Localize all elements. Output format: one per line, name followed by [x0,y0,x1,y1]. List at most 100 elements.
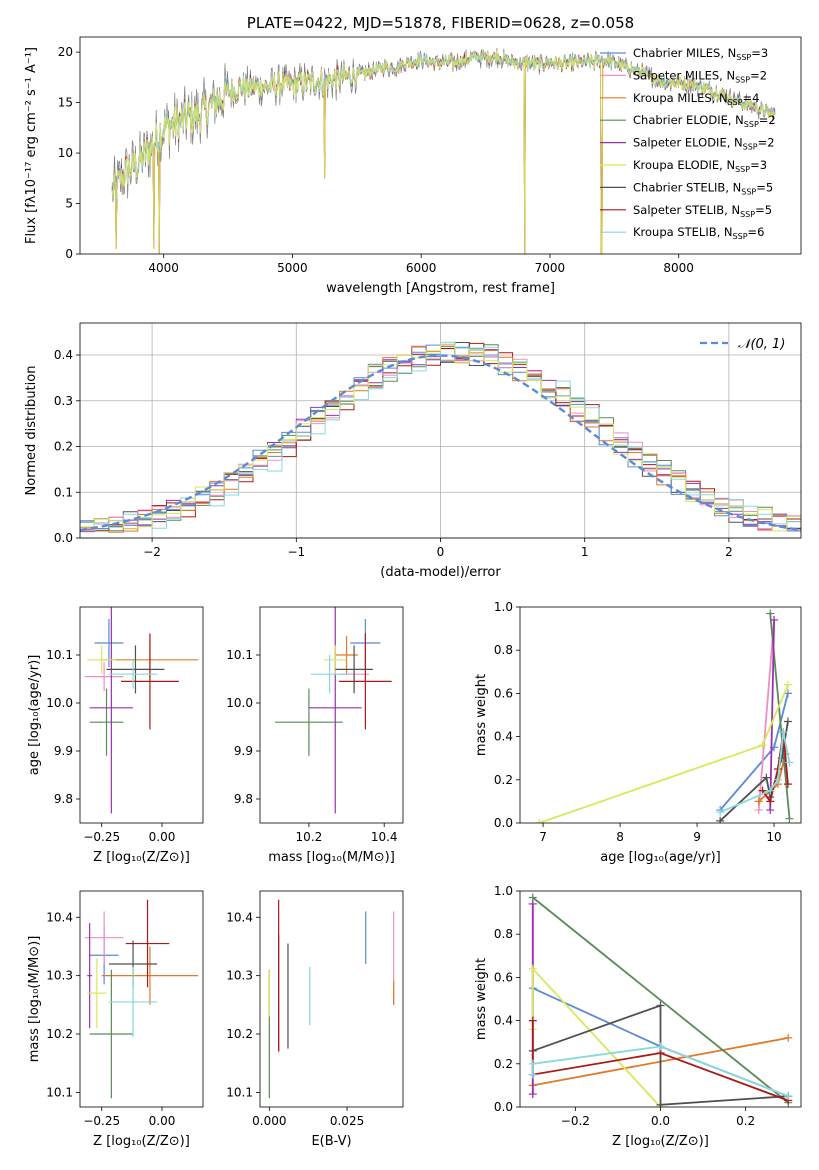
x-tick-label: 9 [693,830,701,844]
x-tick-label: 1 [581,545,589,559]
y-tick-label: 0.6 [494,686,513,700]
weight-point-marker [716,816,725,823]
legend-entry: Salpeter ELODIE, NSSP=2 [633,136,775,152]
x-tick-label: −0.2 [561,1114,590,1128]
y-tick-label: 0.0 [494,816,513,830]
y-tick-label: 9.9 [54,744,73,758]
age-vs-Z-panel: −0.25 0.009.89.910.010.1 Z [log₁₀(Z/Z⊙)] … [27,606,204,865]
mass-vs-Z-ylabel: mass [log₁₀(M/M⊙)] [27,936,42,1063]
x-tick-label: 0.2 [736,1114,755,1128]
y-tick-label: 10.4 [46,910,73,924]
weight-point-marker [656,1001,665,1010]
y-tick-label: 0.0 [494,1100,513,1114]
x-tick-label: 5000 [277,261,308,275]
weight-vs-Z-ylabel: mass weight [474,958,489,1040]
residuals-xlabel: (data-model)/error [380,565,501,580]
y-tick-label: 15 [58,96,73,110]
age-vs-mass-axes-frame [259,606,404,824]
residuals-panel: −2 −1 0 1 2 0.0 0.1 0.2 0.3 0.4 (data-model)/erro… [24,322,802,580]
spectrum-model-line [111,50,776,254]
x-tick-label: 10.2 [296,830,323,844]
age-vs-Z-ylabel: age [log₁₀(age/yr)] [27,655,42,776]
age-vs-mass-panel: 10.2 10.4 9.8 9.9 10.0 10.1 mass [log₁₀(M/M⊙)… [226,606,404,865]
y-tick-label: 10.0 [226,696,253,710]
spectrum-axes-frame [79,36,802,255]
weight-series-line [531,1020,789,1102]
weight-vs-Z-xlabel: Z [log₁₀(Z/Z⊙)] [612,1134,709,1149]
y-tick-label: 20 [58,45,73,59]
weight-point-marker [784,1092,793,1101]
x-tick-label: 2 [725,545,733,559]
weight-point-marker [754,797,763,806]
x-tick-label: 10.4 [371,830,398,844]
age-vs-Z-xlabel: Z [log₁₀(Z/Z⊙)] [93,850,190,865]
weight-series-line [538,684,789,823]
weight-vs-age-ylabel: mass weight [474,674,489,756]
weight-point-marker [783,680,792,689]
y-tick-label: 9.8 [234,792,253,806]
y-tick-label: 10.1 [46,1085,73,1099]
weight-point-marker [784,1033,793,1042]
weight-point-marker [528,1016,537,1025]
weight-vs-Z-panel: −0.2 0.0 0.2 0.0 0.2 0.4 0.6 0.8 1.0 Z [log₁₀(Z/… [474,884,802,1149]
weight-point-marker [528,1090,537,1099]
y-tick-label: 0.4 [54,348,73,362]
y-tick-label: 10.3 [46,969,73,983]
weight-point-marker [535,819,544,823]
weight-point-marker [528,1059,537,1068]
x-tick-label: 10 [766,830,781,844]
weight-point-marker [528,964,537,973]
mass-vs-Z-panel: −0.25 0.00 10.1 10.2 10.3 10.4 Z [log₁₀(Z/Z⊙)… [27,890,204,1149]
y-tick-label: 10.1 [226,648,253,662]
x-tick-label: −0.25 [83,1114,120,1128]
y-tick-label: 9.9 [234,744,253,758]
y-tick-label: 0.3 [54,394,73,408]
age-vs-Z-errorbars [84,607,199,814]
residuals-ylabel: Normed distribution [24,366,39,496]
weight-point-marker [785,758,794,767]
weight-point-marker [656,1042,665,1051]
weight-point-marker [758,741,767,750]
spectrum-panel: 4000 5000 6000 7000 8000 0 5 10 15 20 PLATE=0422,… [24,14,802,296]
y-tick-label: 10 [58,146,73,160]
y-tick-label: 10.1 [46,648,73,662]
weight-point-marker [766,786,775,795]
x-tick-label: 0 [437,545,445,559]
spectrum-lines [111,47,776,254]
y-tick-label: 10.1 [226,1085,253,1099]
y-tick-label: 0.2 [54,440,73,454]
spectrum-title: PLATE=0422, MJD=51878, FIBERID=0628, z=0… [247,14,634,32]
legend-entry: Chabrier MILES, NSSP=3 [633,46,768,62]
x-tick-label: 4000 [148,261,179,275]
legend-entry: Salpeter MILES, NSSP=2 [633,68,767,84]
x-tick-label: 0.00 [149,830,176,844]
weight-vs-Z-ticks: −0.2 0.0 0.2 0.0 0.2 0.4 0.6 0.8 1.0 [494,884,755,1128]
y-tick-label: 0.4 [494,730,513,744]
y-tick-label: 10.2 [46,1027,73,1041]
weight-vs-age-ticks: 7 8 9 10 0.0 0.2 0.4 0.6 0.8 1.0 [494,600,782,844]
x-tick-label: 0.00 [149,1114,176,1128]
age-vs-mass-errorbars [275,607,392,814]
x-tick-label: 7000 [535,261,566,275]
x-tick-label: 8000 [663,261,694,275]
weight-point-marker [783,717,792,726]
age-vs-Z-axes-frame [79,606,204,824]
mass-vs-ebv-axes-frame [259,890,404,1108]
y-tick-label: 0.2 [494,773,513,787]
legend-entry: Chabrier STELIB, NSSP=5 [633,180,773,196]
weight-point-marker [779,728,788,737]
mass-vs-Z-errorbars [84,899,199,1099]
age-vs-Z-ticks: −0.25 0.00 9.8 9.9 10.0 10.1 [46,648,175,844]
x-tick-label: 0.000 [252,1114,286,1128]
x-tick-label: 8 [616,830,624,844]
weight-vs-Z-lines [528,893,793,1107]
weight-vs-age-panel: 7 8 9 10 0.0 0.2 0.4 0.6 0.8 1.0 age [log₁₀(age/y… [474,600,802,865]
x-tick-label: 7 [539,830,547,844]
weight-point-marker [754,806,763,815]
y-tick-label: 0.1 [54,485,73,499]
residuals-legend: 𝒩(0, 1) [700,337,785,352]
y-tick-label: 10.3 [226,969,253,983]
weight-point-marker [762,773,771,782]
y-tick-label: 9.8 [54,792,73,806]
